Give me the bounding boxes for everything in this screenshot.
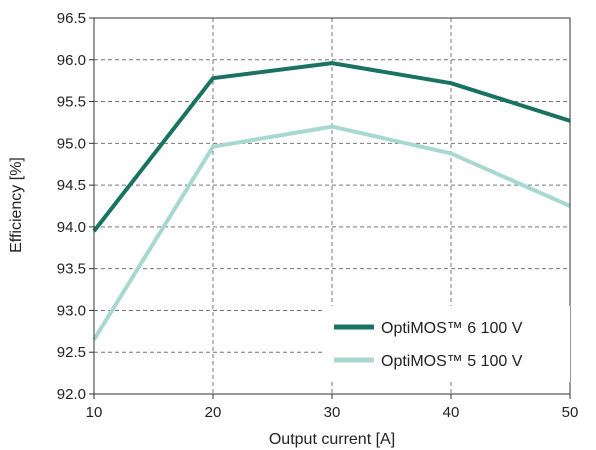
- x-tick-label: 20: [205, 404, 222, 421]
- y-axis-ticks: 92.0 92.5 93.0 93.5 94.0 94.5 95.0 95.5 96.0 96.5: [57, 10, 94, 403]
- y-tick-label: 92.5: [57, 344, 86, 361]
- y-tick-label: 96.5: [57, 10, 86, 27]
- x-axis-ticks: 10 20 30 40 50: [86, 394, 579, 421]
- x-tick-label: 50: [562, 404, 579, 421]
- y-tick-label: 96.0: [57, 52, 86, 69]
- y-tick-label: 93.0: [57, 302, 86, 319]
- y-tick-label: 95.0: [57, 135, 86, 152]
- x-tick-label: 30: [324, 404, 341, 421]
- x-tick-label: 10: [86, 404, 103, 421]
- y-tick-label: 92.0: [57, 386, 86, 403]
- y-axis-title: Efficiency [%]: [8, 157, 25, 253]
- y-tick-label: 94.5: [57, 177, 86, 194]
- y-tick-label: 94.0: [57, 219, 86, 236]
- series-line-1: [92, 61, 571, 233]
- y-tick-label: 95.5: [57, 94, 86, 111]
- x-tick-label: 40: [443, 404, 460, 421]
- legend: OptiMOS™ 6 100 V OptiMOS™ 5 100 V: [322, 306, 570, 382]
- series-lines: [92, 61, 571, 341]
- series-line-2: [92, 124, 571, 341]
- legend-label-2: OptiMOS™ 5 100 V: [381, 353, 523, 370]
- x-axis-title: Output current [A]: [269, 431, 395, 448]
- y-tick-label: 93.5: [57, 261, 86, 278]
- legend-background: [322, 306, 570, 382]
- legend-label-1: OptiMOS™ 6 100 V: [381, 320, 523, 337]
